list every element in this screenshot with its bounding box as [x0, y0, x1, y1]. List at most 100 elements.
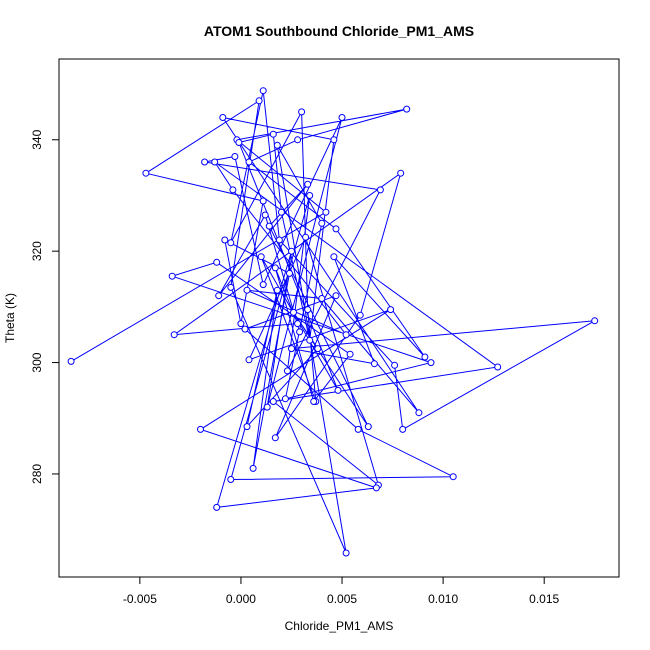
data-point — [283, 367, 291, 375]
data-point — [273, 286, 281, 294]
data-point — [257, 253, 265, 261]
data-point — [342, 331, 350, 339]
data-point — [298, 108, 306, 116]
x-tick-label: 0.015 — [529, 592, 559, 606]
data-point — [322, 208, 330, 216]
data-point — [168, 272, 176, 280]
data-point — [399, 425, 407, 433]
series-line — [70, 90, 595, 554]
data-point — [318, 295, 326, 302]
data-point — [215, 292, 223, 300]
data-point — [249, 464, 257, 472]
y-tick-label: 280 — [30, 464, 44, 484]
data-point — [221, 236, 229, 244]
data-point — [354, 425, 362, 433]
series-layer — [67, 87, 599, 557]
data-point — [330, 136, 338, 144]
data-point — [211, 158, 219, 166]
y-tick-label: 300 — [30, 352, 44, 372]
data-point — [271, 264, 279, 272]
chart-title: ATOM1 Southbound Chloride_PM1_AMS — [204, 23, 474, 39]
data-point — [213, 258, 221, 266]
data-point — [427, 359, 435, 367]
data-point — [342, 549, 350, 557]
data-point — [197, 425, 204, 433]
data-point — [245, 356, 253, 364]
data-point — [387, 306, 395, 314]
data-point — [142, 169, 150, 177]
data-point — [170, 331, 178, 339]
data-point — [330, 253, 338, 261]
data-point — [306, 192, 314, 199]
data-point — [259, 197, 267, 205]
data-point — [67, 357, 75, 365]
data-point — [269, 398, 277, 405]
x-tick-label: -0.005 — [123, 592, 157, 606]
data-point — [318, 219, 326, 227]
data-point — [201, 158, 209, 166]
data-point — [281, 395, 289, 403]
data-point — [235, 139, 243, 146]
data-point — [314, 345, 322, 353]
data-point — [332, 292, 340, 300]
data-point — [286, 269, 293, 277]
data-point — [376, 186, 384, 194]
data-point — [370, 360, 378, 368]
data-point — [241, 325, 249, 333]
data-point — [391, 361, 399, 369]
x-tick-label: 0.010 — [428, 592, 458, 606]
data-point — [259, 87, 267, 95]
data-point — [338, 114, 346, 121]
data-point — [397, 169, 405, 177]
data-point — [296, 328, 304, 336]
data-point — [332, 225, 340, 233]
data-point — [372, 484, 380, 492]
data-point — [243, 423, 251, 431]
data-point — [302, 233, 310, 241]
data-point — [275, 236, 283, 244]
data-point — [213, 503, 221, 511]
y-axis-label: Theta (K) — [3, 293, 17, 343]
data-point — [494, 363, 502, 371]
data-point — [259, 281, 267, 289]
data-point — [304, 180, 312, 188]
data-point — [269, 130, 277, 138]
data-point — [294, 136, 302, 144]
data-point — [237, 320, 245, 328]
x-axis-label: Chloride_PM1_AMS — [285, 619, 394, 633]
data-point — [310, 398, 318, 405]
data-point — [277, 208, 285, 216]
data-point — [231, 153, 239, 160]
data-point — [364, 423, 372, 431]
x-axis: -0.005 0.000 0.005 0.010 0.015 — [123, 576, 560, 606]
data-point — [229, 186, 237, 194]
data-point — [245, 158, 253, 166]
data-point — [290, 308, 297, 316]
data-point — [255, 97, 263, 105]
data-point — [449, 473, 457, 481]
data-point — [227, 239, 235, 247]
y-tick-label: 320 — [30, 241, 44, 261]
data-point — [591, 317, 599, 325]
data-point — [243, 286, 251, 294]
data-point — [356, 311, 364, 319]
data-point — [227, 283, 235, 291]
data-point — [261, 211, 269, 219]
data-point — [288, 345, 295, 353]
data-point — [421, 353, 429, 361]
data-point — [219, 114, 227, 121]
data-point — [271, 434, 279, 442]
data-point — [415, 409, 423, 417]
x-tick-label: 0.005 — [327, 592, 357, 606]
x-tick-label: 0.000 — [226, 592, 256, 606]
y-axis: 280 300 320 340 — [30, 129, 60, 484]
data-point — [227, 476, 235, 483]
data-point — [265, 222, 273, 230]
data-point — [346, 350, 354, 358]
data-point — [294, 320, 302, 328]
data-point — [306, 336, 314, 344]
data-point — [263, 403, 271, 411]
data-point — [288, 247, 295, 255]
data-point — [403, 105, 411, 113]
